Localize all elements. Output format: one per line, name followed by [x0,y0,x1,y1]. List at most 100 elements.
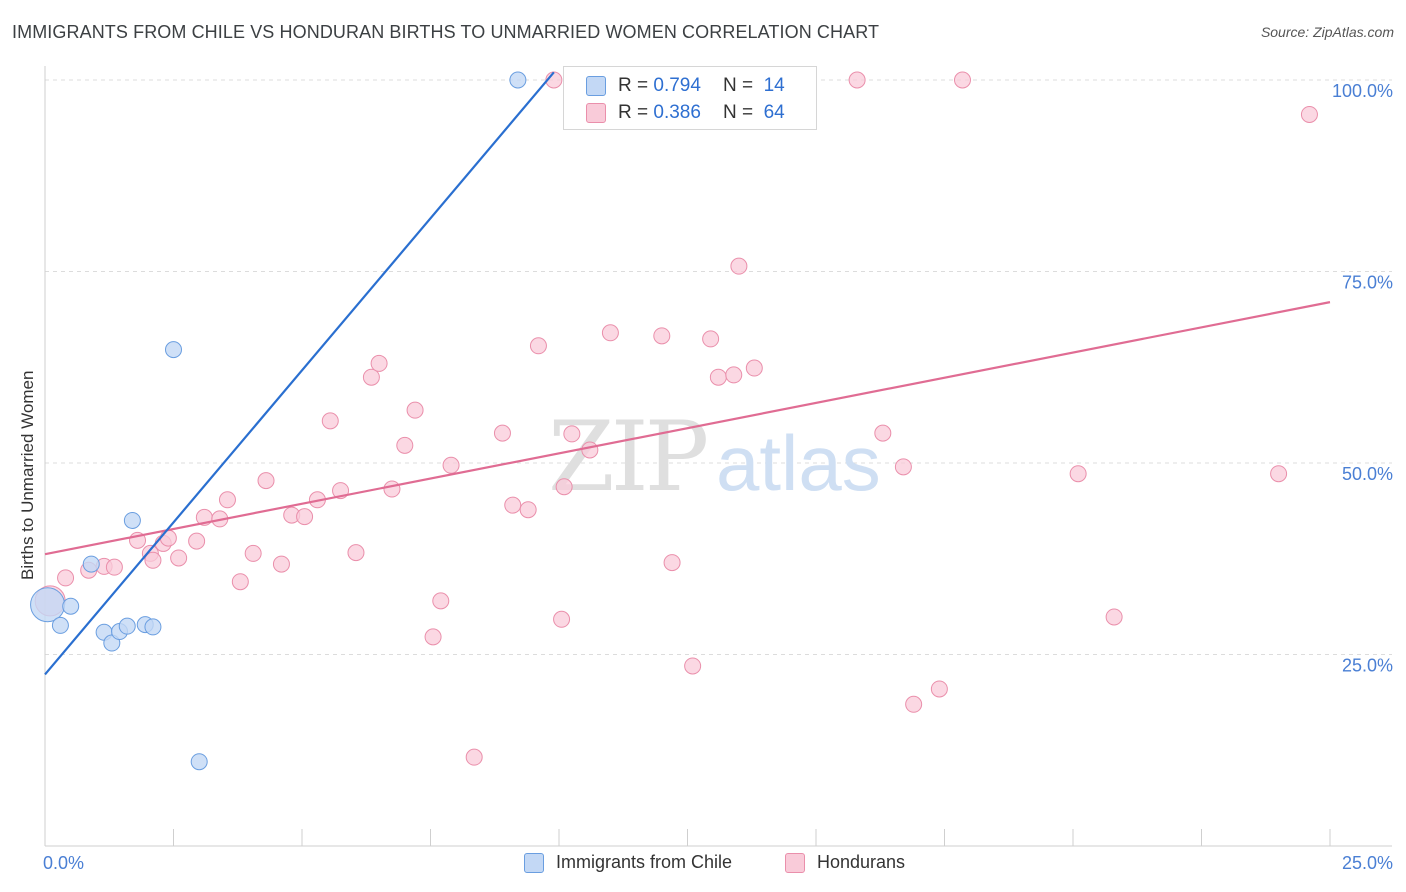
legend-r-label: R = [618,102,649,123]
data-point-hondurans [321,412,339,430]
data-point-chile [62,597,80,615]
series-legend-swatch-chile [524,852,544,873]
tick-labels: 25.0% 50.0% 75.0% 100.0% 0.0% 25.0% [43,81,1393,873]
data-point-hondurans [653,327,671,345]
data-point-hondurans [504,496,522,514]
axes [44,66,1392,847]
y-axis-label-wrap: Births to Unmarried Women [18,371,38,600]
data-point-hondurans [383,480,401,498]
data-point-hondurans [553,610,571,628]
data-point-hondurans [218,491,236,509]
series-legend-hondurans: Hondurans [785,852,905,873]
legend-row-chile: R = 0.794 N = 14 [586,74,785,98]
data-point-chile [123,511,141,529]
data-point-hondurans [296,508,314,526]
legend-n-label: N = [722,102,754,123]
legend-swatch-chile [586,76,606,96]
trend-lines [44,71,1331,676]
data-point-hondurans [105,558,123,576]
series-immigrants-from-chile [30,71,527,771]
data-point-hondurans [905,695,923,713]
data-point-hondurans [663,554,681,572]
data-point-chile [190,753,208,771]
data-point-hondurans [272,555,290,573]
data-point-hondurans [370,354,388,372]
x-tick-label: 25.0% [1342,853,1393,873]
data-point-hondurans [159,529,177,547]
watermark: ZIP atlas [548,401,881,513]
watermark-atlas: atlas [716,419,881,507]
data-point-chile [144,618,162,636]
data-point-hondurans [894,458,912,476]
data-point-hondurans [581,441,599,459]
y-tick-label: 75.0% [1342,273,1393,293]
correlation-legend: R = 0.794 N = 14 R = 0.386 N = 64 [563,66,817,130]
data-point-hondurans [1300,105,1318,123]
data-point-hondurans [257,472,275,490]
legend-r-value: 0.386 [653,102,701,123]
y-tick-label: 25.0% [1342,656,1393,676]
y-axis-label: Births to Unmarried Women [18,370,37,580]
data-point-hondurans [601,324,619,342]
data-point-hondurans [432,592,450,610]
data-point-hondurans [953,71,971,89]
data-point-hondurans [563,425,581,443]
legend-n-value: 14 [763,75,785,96]
legend-swatch-hondurans [586,103,606,123]
data-point-hondurans [1270,465,1288,483]
data-point-hondurans [519,501,537,519]
data-point-chile [509,71,527,89]
data-point-hondurans [188,532,206,550]
series-legend-label-chile: Immigrants from Chile [556,852,733,872]
trend-line-hondurans [44,301,1331,556]
data-point-hondurans [730,257,748,275]
legend-row-hondurans: R = 0.386 N = 64 [586,101,785,125]
data-point-hondurans [442,456,460,474]
y-tick-label: 100.0% [1332,81,1393,101]
data-point-hondurans [745,359,763,377]
data-point-hondurans [555,478,573,496]
data-point-hondurans [465,748,483,766]
chart-title: IMMIGRANTS FROM CHILE VS HONDURAN BIRTHS… [12,22,880,42]
legend-n-value: 64 [763,102,785,123]
grid-lines [45,79,1392,655]
data-point-hondurans [684,657,702,675]
series-legend-chile: Immigrants from Chile [524,852,732,873]
data-point-chile [51,616,69,634]
legend-r-label: R = [618,75,649,96]
y-tick-label: 50.0% [1342,464,1393,484]
data-point-hondurans [396,436,414,454]
trend-line-chile [44,71,555,676]
data-point-hondurans [1105,608,1123,626]
data-point-hondurans [848,71,866,89]
data-point-chile [82,555,100,573]
data-point-hondurans [362,368,380,386]
data-point-hondurans [529,337,547,355]
series-legend-label-hondurans: Hondurans [817,852,906,872]
data-point-hondurans [493,424,511,442]
legend-r-value: 0.794 [653,75,701,96]
watermark-zip: ZIP [548,401,707,513]
data-point-hondurans [170,549,188,567]
data-point-hondurans [930,680,948,698]
legend-n-label: N = [722,75,754,96]
data-point-hondurans [1069,465,1087,483]
data-point-hondurans [347,544,365,562]
data-point-hondurans [57,569,75,587]
series-legend: Immigrants from Chile Hondurans [0,852,1406,878]
data-point-hondurans [244,544,262,562]
data-point-hondurans [709,368,727,386]
series-legend-swatch-hondurans [785,852,805,873]
data-point-hondurans [874,424,892,442]
data-point-hondurans [424,628,442,646]
data-point-hondurans [725,366,743,384]
data-point-hondurans [406,401,424,419]
data-point-hondurans [144,551,162,569]
data-point-hondurans [231,573,249,591]
x-tick-label: 0.0% [43,853,84,873]
data-point-chile [118,617,136,635]
series-hondurans [34,71,1318,766]
chart-source: Source: ZipAtlas.com [1260,24,1394,40]
data-point-chile [165,341,182,359]
